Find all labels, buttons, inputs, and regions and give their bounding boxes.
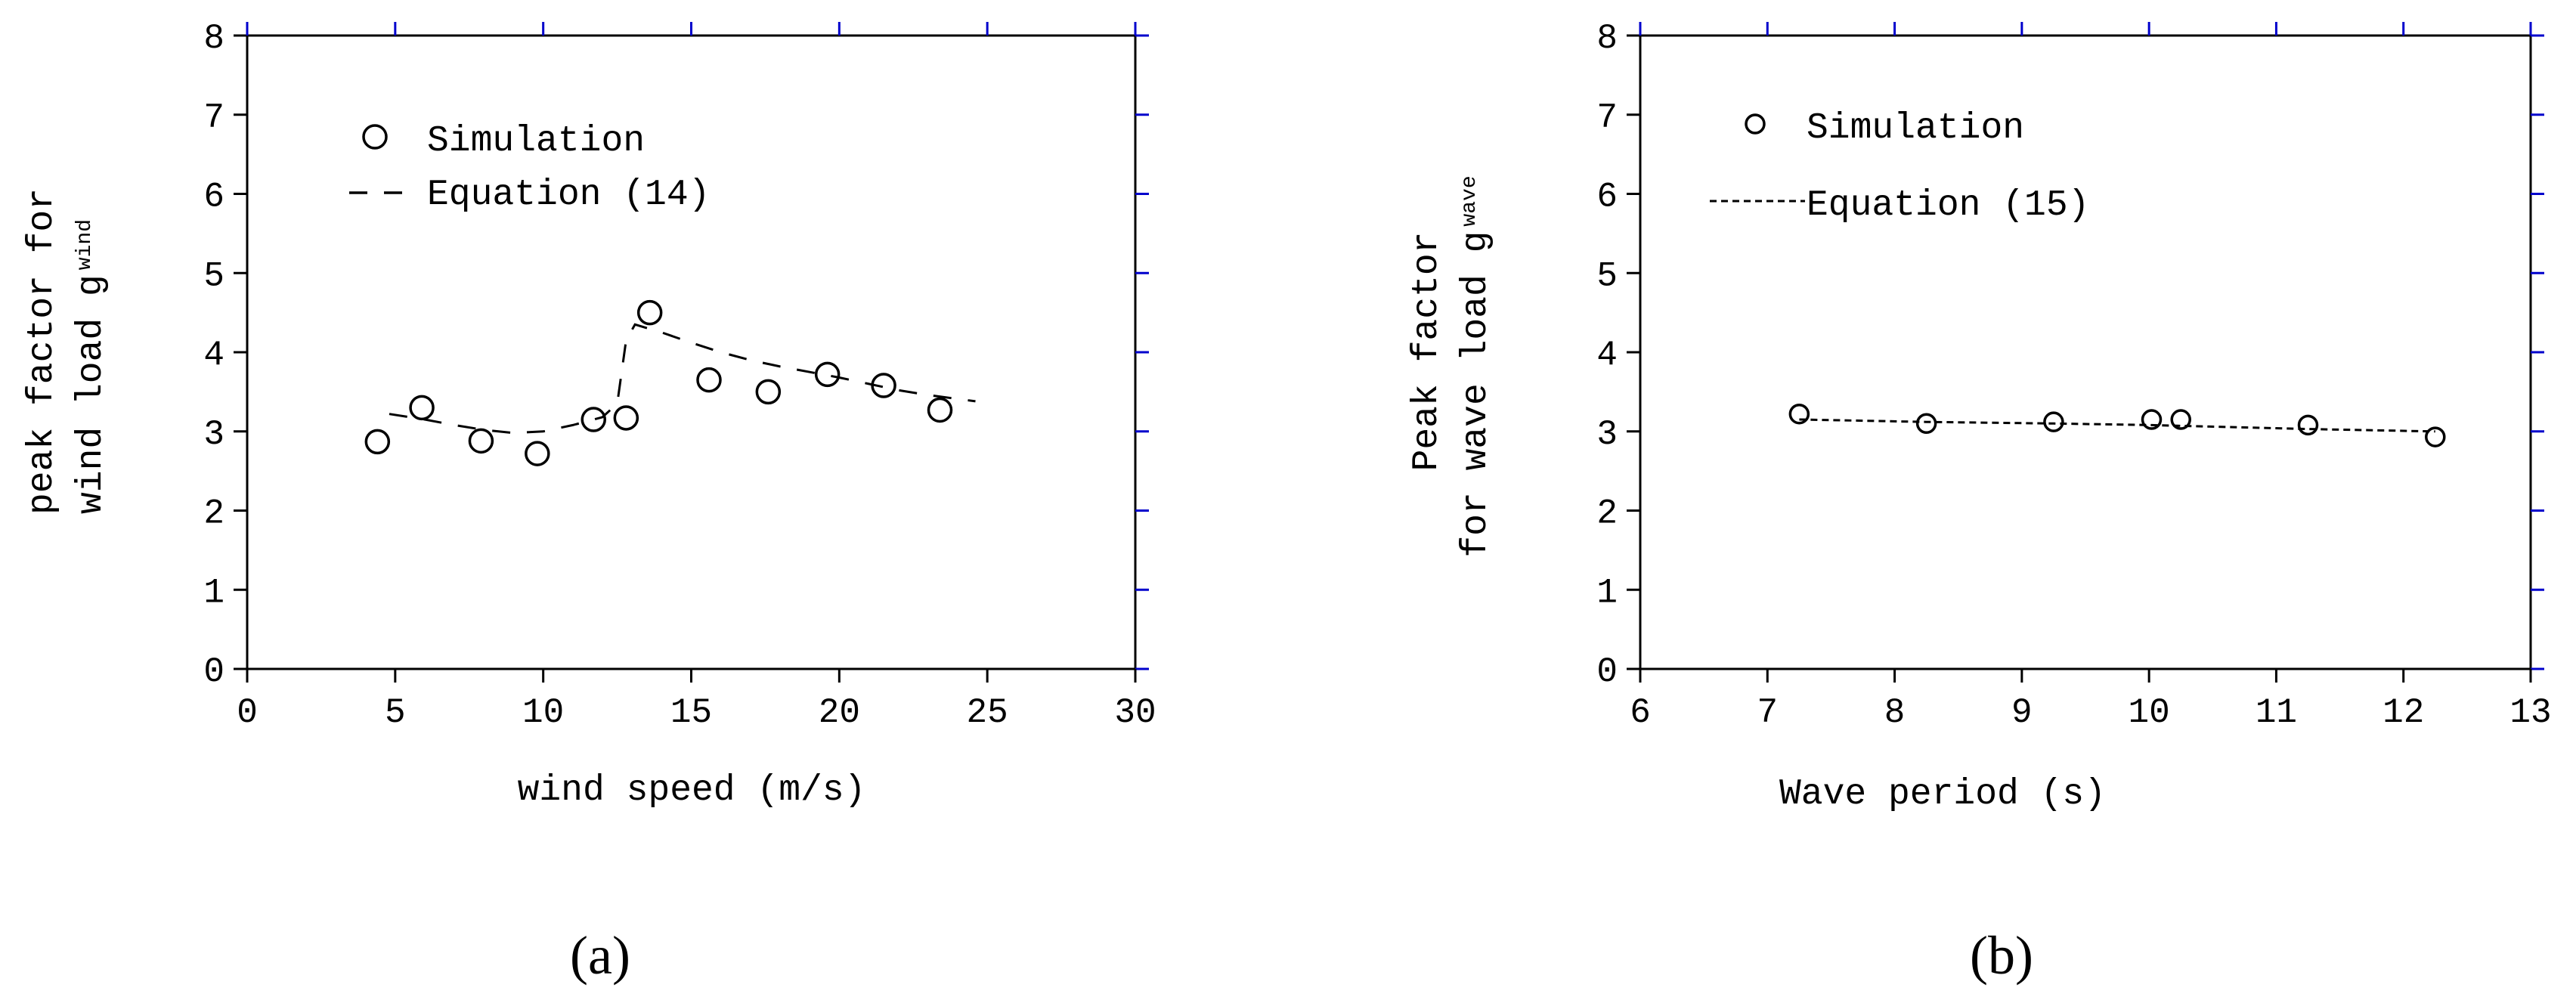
panel-b-legend-label-simulation: Simulation [1807,108,2024,149]
panel-a-x-tick-label: 5 [385,693,406,732]
panel-a-simulation-point [581,407,606,432]
panel-a-y-tick-label: 5 [203,256,224,296]
panel-b-x-axis-label: Wave period (s) [1779,774,2106,815]
panel-a-simulation-point [696,367,722,393]
panel-a-y-axis-label-subscript: wind [73,219,97,270]
panel-a-simulation-point [814,361,841,388]
panel-a-label: (a) [570,925,630,986]
panel-a-simulation-point [613,405,639,431]
panel-b-y-tick-label: 7 [1596,98,1618,138]
panel-a-y-axis-label-line2-main: wind load g [71,274,112,514]
panel-b-simulation-point [2297,414,2319,436]
panel-a-simulation-point [468,428,494,454]
panel-a-y-tick-label: 4 [203,336,224,375]
panel-a-x-tick-label: 15 [670,693,712,732]
panel-b-y-tick-label: 0 [1596,652,1618,692]
panel-a-x-tick-label: 25 [967,693,1008,732]
panel-a-legend-label-equation: Equation (14) [427,175,710,215]
panel-a-simulation-point [409,395,435,421]
panel-b-y-axis-label-line1: Peak factor [1407,232,1447,472]
panel-b-y-tick-label: 4 [1596,336,1618,375]
panel-b-legend-marker-simulation [1745,113,1766,135]
panel-a-y-tick-label: 6 [203,178,224,217]
panel-b-x-tick-label: 11 [2256,693,2297,732]
panel-a-simulation-point [927,397,953,423]
panel-b-y-tick-label: 1 [1596,573,1618,612]
panel-b-y-tick-label: 6 [1596,178,1618,217]
panel-a-plot-frame [246,34,1137,670]
panel-a-x-tick-label: 10 [522,693,564,732]
panel-a-x-tick-label: 0 [237,693,258,732]
panel-b-simulation-point [2043,411,2064,432]
panel-a-simulation-point [755,379,782,405]
panel-a-y-tick-label: 8 [203,19,224,58]
panel-b-simulation-point [2170,409,2191,430]
panel-b-x-tick-label: 10 [2129,693,2170,732]
panel-b-y-axis-label-line2-main: for wave load g [1456,231,1497,558]
panel-b-x-tick-label: 8 [1884,693,1906,732]
panel-a-series [364,299,976,466]
panel-a-y-tick-label: 3 [203,415,224,454]
panel-a-y-axis-label: peak factor for wind load g wind [22,188,112,515]
panel-b-x-tick-label: 12 [2382,693,2424,732]
panel-a-simulation-point [525,441,550,466]
panel-b-y-tick-label: 8 [1596,19,1618,58]
panel-a-simulation-point [871,373,896,398]
panel-a-wind-chart: 0 1 2 3 4 5 6 7 8 0 5 10 15 20 25 30 Simulation Equatio… [22,19,1156,986]
panel-b-y-axis-label: Peak factor for wave load g wave [1407,175,1497,557]
panel-a-y-tick-label: 0 [203,652,224,692]
panel-a-y-axis-label-line2: wind load g wind [71,219,112,514]
panel-a-simulation-point [364,429,391,455]
panel-a-y-axis-label-line1: peak factor for [22,188,63,515]
panel-a-y-tick-label: 7 [203,98,224,138]
panel-a-x-tick-label: 30 [1114,693,1156,732]
panel-b-ticks [1627,22,2544,683]
panel-b-x-tick-label: 7 [1757,693,1778,732]
panel-b-y-tick-label: 2 [1596,494,1618,534]
panel-b-plot-frame [1639,34,2532,670]
panel-b-y-axis-label-line2: for wave load g wave [1456,175,1497,557]
panel-b-simulation-point [2425,426,2446,447]
panel-a-tick-labels: 0 1 2 3 4 5 6 7 8 0 5 10 15 20 25 30 [203,19,1156,732]
panel-b-y-axis-label-subscript: wave [1458,175,1482,226]
panel-a-y-tick-label: 1 [203,573,224,612]
panel-b-label: (b) [1970,925,2033,986]
panel-a-legend-marker-simulation [362,124,388,150]
panel-b-simulation-point [1788,403,1810,425]
panel-b-equation-line [1799,418,2435,433]
panel-b-y-tick-label: 3 [1596,415,1618,454]
panel-a-x-tick-label: 20 [819,693,860,732]
panel-a-equation-line [389,323,976,435]
panel-a-x-axis-label: wind speed (m/s) [518,770,866,811]
panel-b-legend-label-equation: Equation (15) [1807,185,2089,226]
panel-b-y-tick-label: 5 [1596,256,1618,296]
panel-b-x-tick-label: 13 [2509,693,2551,732]
panel-b-series [1788,403,2446,447]
panel-a-ticks [234,22,1149,683]
panel-b-x-tick-label: 9 [2011,693,2033,732]
panel-a-legend-label-simulation: Simulation [427,121,645,162]
panel-b-simulation-point [2141,409,2163,430]
panel-b-x-tick-label: 6 [1630,693,1651,732]
panel-a-y-tick-label: 2 [203,494,224,534]
panel-a-simulation-point [636,299,663,326]
panel-b-simulation-point [1915,413,1937,435]
